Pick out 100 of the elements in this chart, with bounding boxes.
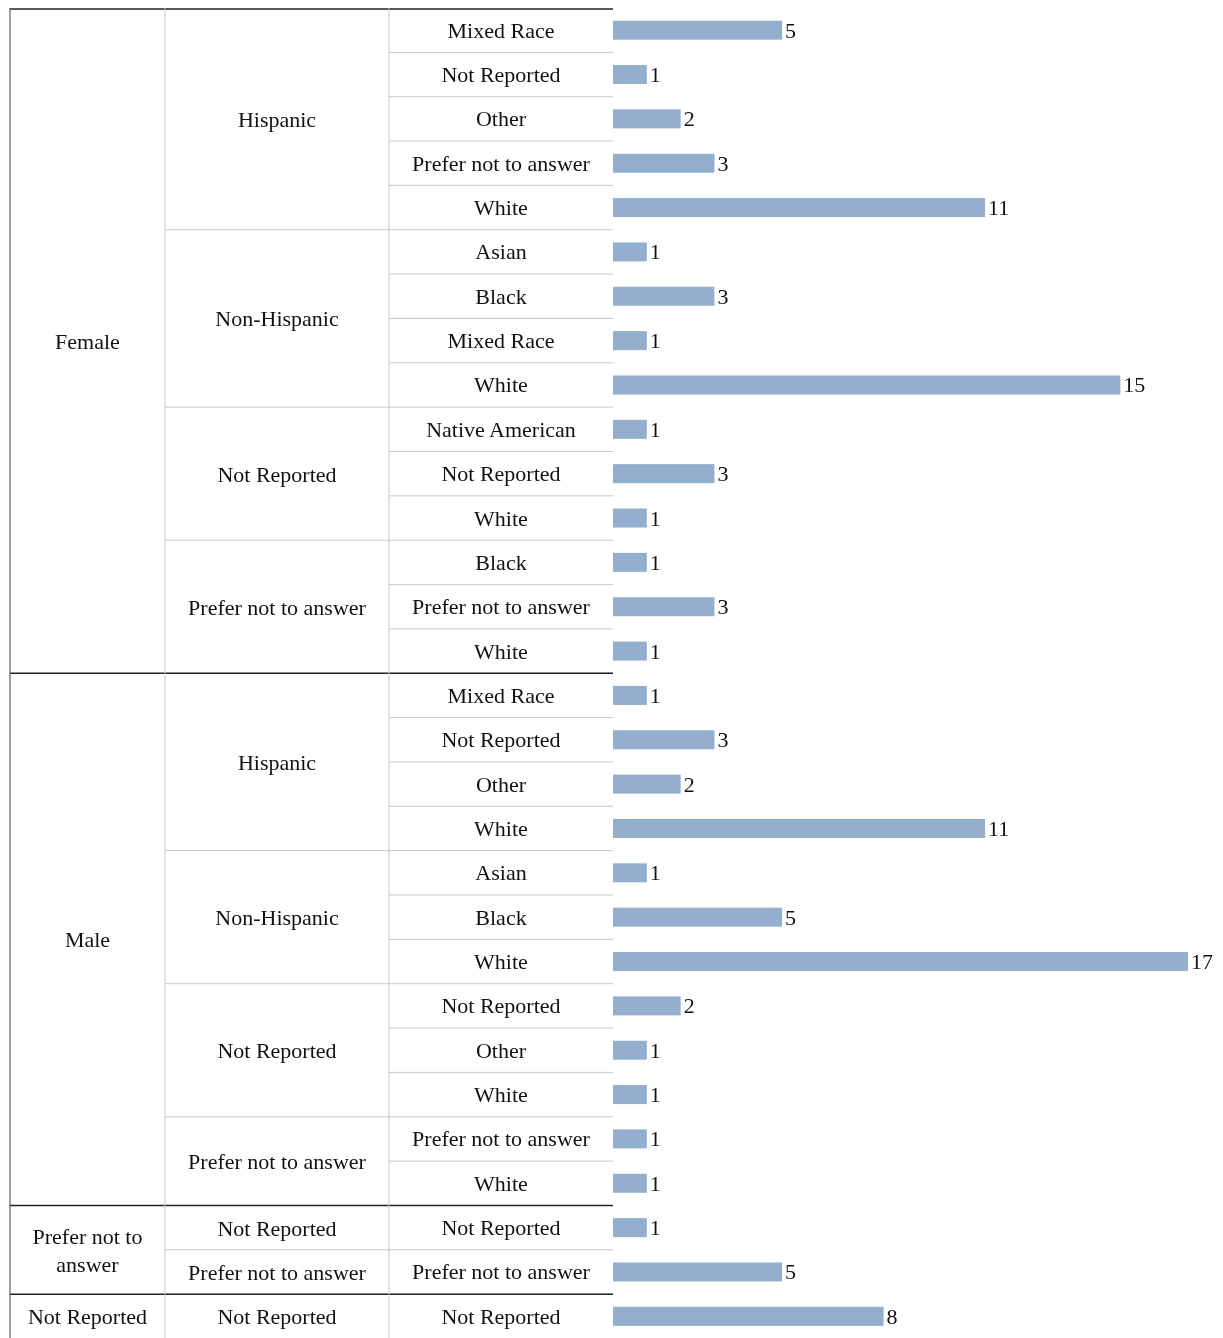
bar — [613, 464, 715, 484]
y-tick-label: Native American — [426, 416, 576, 442]
y-tick-label: Prefer not to answer — [412, 1259, 591, 1285]
bar — [613, 730, 715, 750]
y-tick-label: Not Reported — [441, 62, 561, 88]
data-label: 2 — [683, 993, 695, 1019]
bar — [613, 1085, 647, 1105]
y-tick-label: Other — [475, 1037, 527, 1063]
bar — [613, 685, 647, 705]
text: Not Reported — [217, 1037, 337, 1063]
y-tick-label: White — [474, 638, 528, 664]
data-label: 1 — [649, 1037, 661, 1063]
data-label: 5 — [785, 1259, 797, 1285]
y-tick-label: Not Reported — [441, 1303, 561, 1329]
data-label: 1 — [649, 1215, 661, 1241]
data-label: 3 — [717, 461, 729, 487]
data-label: 1 — [649, 682, 661, 708]
bar — [613, 331, 647, 351]
y-tick-label: Black — [475, 549, 527, 575]
text: Prefer not to answer — [188, 1259, 367, 1285]
text: Male — [64, 926, 111, 952]
y-tick-label: Black — [475, 283, 527, 309]
bar — [613, 641, 647, 661]
y-tick-label: Other — [475, 771, 527, 797]
data-label: 1 — [649, 62, 661, 88]
text: Hispanic — [237, 106, 317, 132]
bar — [613, 774, 681, 794]
y-tick-label: Prefer not to answer — [412, 594, 591, 620]
text: Not Reported — [27, 1303, 148, 1329]
y-tick-label: Not Reported — [441, 993, 561, 1019]
bar — [613, 1129, 647, 1149]
data-label: 1 — [649, 505, 661, 531]
y-tick-label: White — [474, 372, 528, 398]
bar — [613, 242, 647, 262]
bar — [613, 419, 647, 439]
y-tick-label: White — [474, 505, 528, 531]
y-tick-label: Prefer not to answer — [412, 150, 591, 176]
bar — [613, 109, 681, 129]
data-label: 11 — [988, 815, 1010, 841]
bar — [613, 818, 986, 838]
bar — [613, 552, 647, 572]
bar — [613, 1306, 884, 1326]
bar — [613, 597, 715, 617]
text: Female — [55, 328, 120, 354]
text: Not Reported — [217, 1303, 337, 1329]
bar — [613, 996, 681, 1016]
bar — [613, 1040, 647, 1060]
bar — [613, 375, 1121, 395]
text: Hispanic — [237, 749, 317, 775]
data-label: 1 — [649, 239, 661, 265]
y-tick-label: Other — [475, 106, 527, 132]
data-label: 1 — [649, 1082, 661, 1108]
y-tick-label: Asian — [475, 860, 527, 886]
data-label: 1 — [649, 860, 661, 886]
data-label: 17 — [1191, 949, 1213, 975]
y-tick-label: White — [474, 815, 528, 841]
text: Prefer not to answer — [32, 1223, 143, 1277]
data-label: 15 — [1123, 372, 1146, 398]
y-tick-label: Not Reported — [441, 461, 561, 487]
text: Not Reported — [217, 461, 337, 487]
y-tick-label: Prefer not to answer — [412, 1126, 591, 1152]
data-label: 1 — [649, 549, 661, 575]
data-label: 2 — [683, 771, 695, 797]
text: Not Reported — [217, 1215, 337, 1241]
bar — [613, 286, 715, 306]
data-label: 2 — [683, 106, 695, 132]
y-tick-label: Mixed Race — [447, 17, 555, 43]
y-tick-label: Asian — [475, 239, 527, 265]
bar — [613, 863, 647, 883]
data-label: 3 — [717, 727, 729, 753]
bar — [613, 907, 783, 927]
bar — [613, 508, 647, 528]
data-label: 1 — [649, 638, 661, 664]
bar — [613, 153, 715, 173]
bar — [613, 198, 986, 218]
bar — [613, 65, 647, 85]
data-label: 11 — [988, 195, 1010, 221]
text: Non-Hispanic — [215, 904, 339, 930]
text: Non-Hispanic — [215, 305, 339, 331]
y-tick-label: White — [474, 949, 528, 975]
data-label: 1 — [649, 1126, 661, 1152]
y-tick-label: White — [474, 195, 528, 221]
data-label: 8 — [886, 1303, 898, 1329]
y-tick-label: Not Reported — [441, 1215, 561, 1241]
y-tick-label: Mixed Race — [447, 328, 555, 354]
data-label: 1 — [649, 1170, 661, 1196]
data-label: 1 — [649, 416, 661, 442]
bar — [613, 1173, 647, 1193]
data-label: 5 — [785, 904, 797, 930]
text: Prefer not to answer — [188, 594, 367, 620]
data-label: 1 — [649, 328, 661, 354]
bar — [613, 20, 783, 40]
y-tick-label: Mixed Race — [447, 682, 555, 708]
data-label: 5 — [785, 17, 797, 43]
bar — [613, 1218, 647, 1238]
y-tick-label: White — [474, 1170, 528, 1196]
data-label: 3 — [717, 150, 729, 176]
bar — [613, 952, 1188, 972]
data-label: 3 — [717, 594, 729, 620]
y-tick-label: Black — [475, 904, 527, 930]
